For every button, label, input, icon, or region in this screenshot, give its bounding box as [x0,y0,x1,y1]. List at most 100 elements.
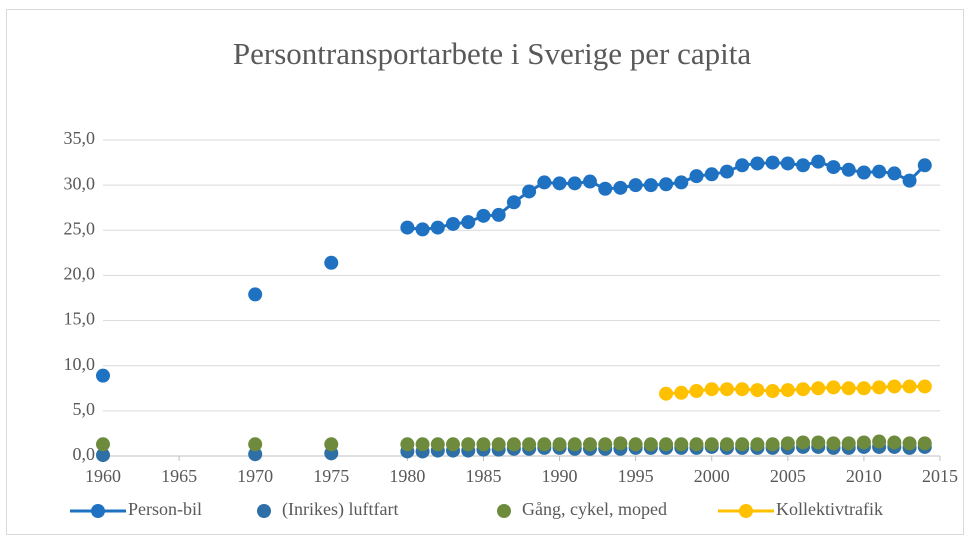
data-point [522,437,537,452]
data-point [613,180,628,195]
data-point [567,176,582,191]
legend-label: (Inrikes) luftfart [282,499,398,520]
data-point [826,380,841,395]
data-point [567,437,582,452]
y-tick-label: 5,0 [73,399,96,419]
data-point [735,437,750,452]
data-point [735,382,750,397]
data-point [689,437,704,452]
data-point [902,173,917,188]
y-tick-label: 15,0 [64,309,96,329]
data-point [582,174,597,189]
data-point [446,437,461,452]
data-point [415,437,430,452]
data-point [902,436,917,451]
data-point [902,379,917,394]
data-point [811,435,826,450]
data-point [796,382,811,397]
data-point [719,382,734,397]
data-point [446,216,461,231]
data-point [643,437,658,452]
data-point [750,383,765,398]
data-point [826,160,841,175]
data-point [613,436,628,451]
data-point [506,195,521,210]
data-point [811,154,826,169]
data-point [796,158,811,173]
data-point [780,156,795,171]
data-point [522,184,537,199]
data-point [430,220,445,235]
data-point [324,255,339,270]
data-point [430,437,445,452]
legend-marker [739,504,753,518]
data-point [765,437,780,452]
legend-label: Person-bil [128,499,202,519]
data-point [674,437,689,452]
data-point [537,175,552,190]
data-point [841,436,856,451]
data-point [872,380,887,395]
data-point [704,167,719,182]
data-point [552,176,567,191]
data-point [765,383,780,398]
data-point [689,169,704,184]
x-tick-label: 1980 [389,466,425,486]
data-point [400,220,415,235]
data-point [704,382,719,397]
x-tick-label: 2010 [846,466,882,486]
data-point [248,437,263,452]
data-point [917,436,932,451]
data-point [537,437,552,452]
y-tick-label: 30,0 [64,173,96,193]
data-point [415,222,430,237]
chart-title: Persontransportarbete i Sverige per capi… [233,36,751,71]
data-point [841,162,856,177]
data-point [582,437,597,452]
data-point [750,437,765,452]
data-point [461,437,476,452]
data-point [887,435,902,450]
data-point [826,436,841,451]
data-point [491,437,506,452]
data-point [400,437,415,452]
data-point [96,437,110,452]
data-point [628,437,643,452]
data-point [856,435,871,450]
x-tick-label: 2005 [770,466,806,486]
data-point [780,436,795,451]
y-tick-label: 35,0 [64,128,96,148]
data-point [659,386,674,401]
x-tick-label: 1960 [85,466,121,486]
data-point [476,208,491,223]
data-point [872,434,887,449]
data-point [719,164,734,179]
legend-label: Kollektivtrafik [776,499,883,519]
data-point [628,178,643,193]
y-tick-label: 20,0 [64,264,96,284]
legend-marker [257,504,271,518]
legend-marker [91,504,105,518]
data-point [704,437,719,452]
x-tick-label: 1985 [465,466,501,486]
data-point [674,385,689,400]
data-point [552,437,567,452]
data-point [765,155,780,170]
y-tick-label: 0,0 [73,444,96,464]
data-point [674,175,689,190]
data-point [598,181,613,196]
data-point [811,381,826,396]
data-point [841,381,856,396]
data-point [856,165,871,180]
legend-label: Gång, cykel, moped [522,499,667,519]
x-tick-label: 1995 [618,466,654,486]
x-tick-label: 1965 [161,466,197,486]
data-point [887,379,902,394]
data-point [735,158,750,173]
data-point [598,437,613,452]
data-point [248,287,263,302]
data-point [750,156,765,171]
y-tick-label: 25,0 [64,218,96,238]
data-point [96,448,110,463]
